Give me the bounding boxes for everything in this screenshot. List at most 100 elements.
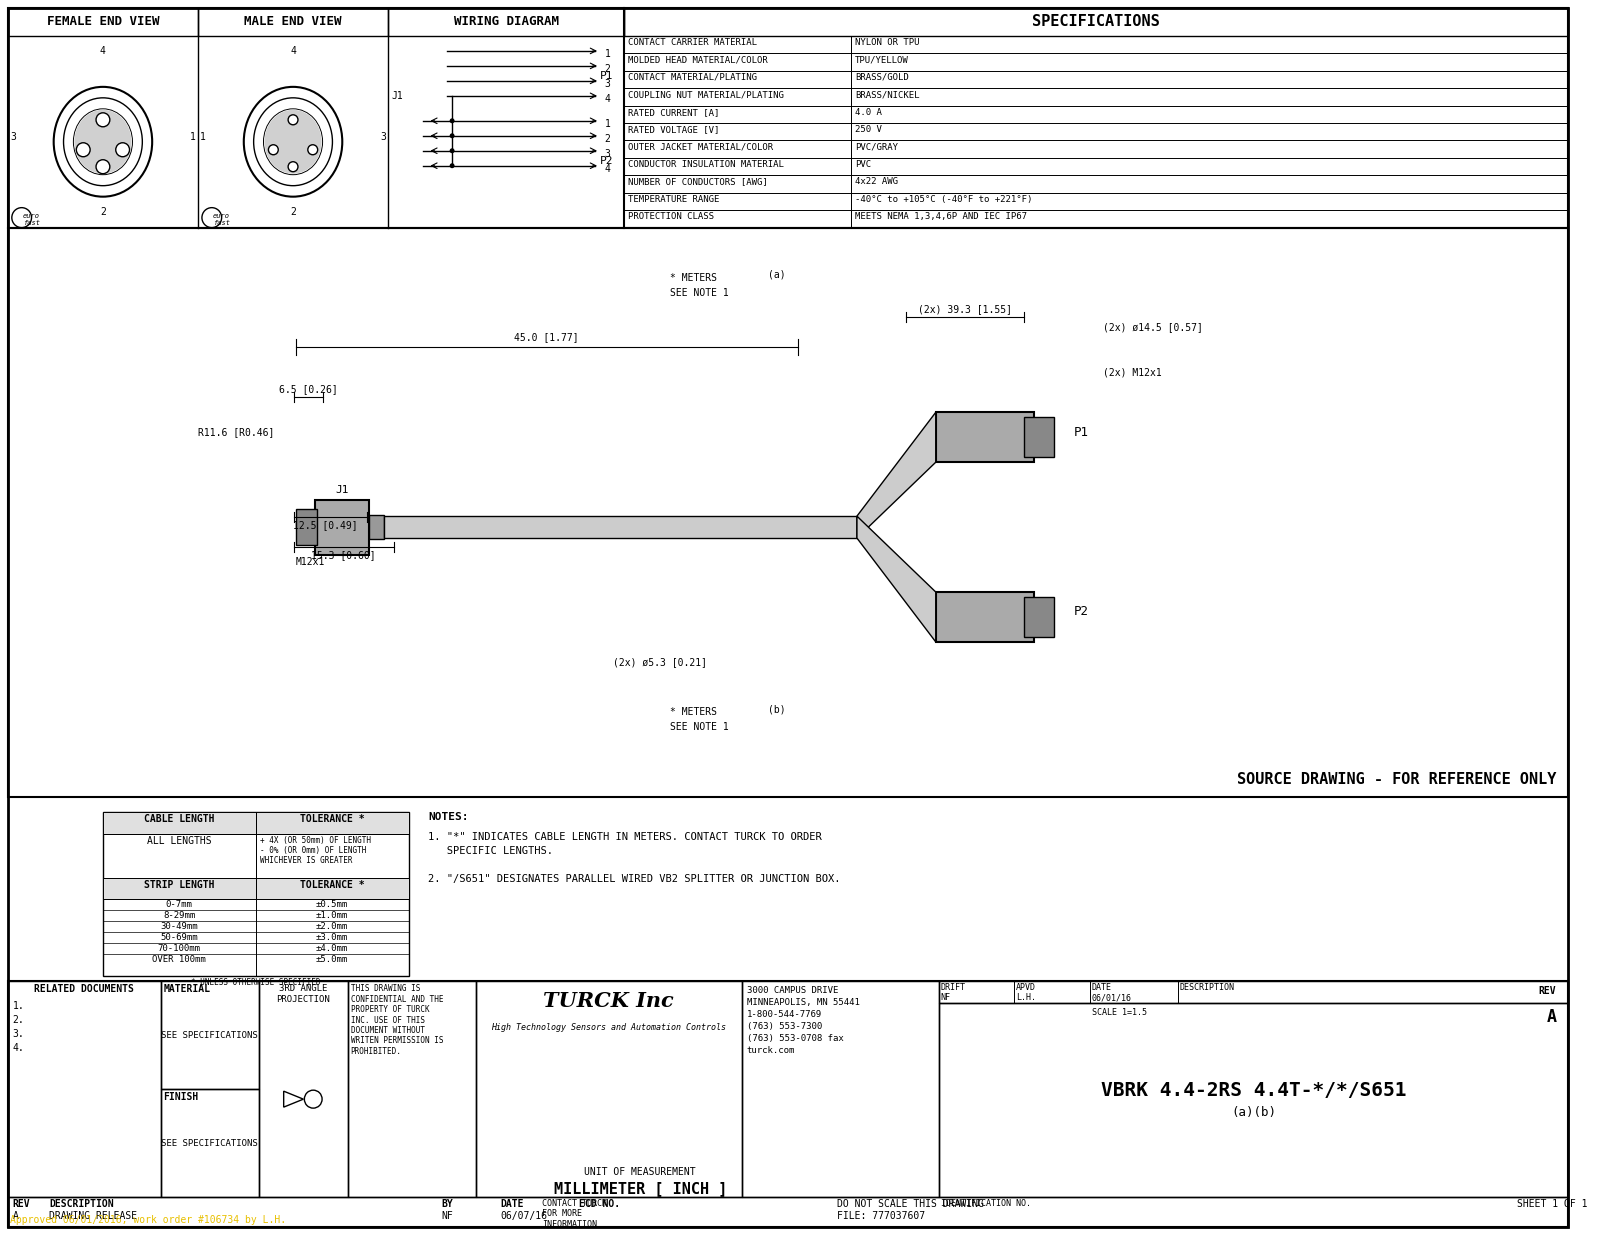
Text: 8-29mm: 8-29mm: [163, 912, 195, 920]
Text: OUTER JACKET MATERIAL/COLOR: OUTER JACKET MATERIAL/COLOR: [629, 142, 773, 151]
Text: * METERS: * METERS: [670, 272, 717, 282]
Text: euro
fast: euro fast: [22, 213, 40, 225]
Bar: [939, 1003, 1568, 1197]
Text: 3.: 3.: [13, 1029, 24, 1039]
Bar: [1024, 417, 1054, 458]
Text: TOLERANCE *: TOLERANCE *: [299, 814, 365, 824]
Text: PVC/GRAY: PVC/GRAY: [854, 142, 898, 151]
Text: 4: 4: [99, 46, 106, 56]
Text: SEE SPECIFICATIONS: SEE SPECIFICATIONS: [162, 1030, 258, 1040]
Text: REV: REV: [1539, 986, 1557, 996]
Circle shape: [77, 142, 90, 157]
Text: 70-100mm: 70-100mm: [158, 944, 200, 952]
Text: 50-69mm: 50-69mm: [160, 933, 198, 941]
Text: CONTACT TURCK
FOR MORE
INFORMATION: CONTACT TURCK FOR MORE INFORMATION: [542, 1199, 606, 1228]
Text: ±3.0mm: ±3.0mm: [315, 933, 349, 941]
Text: (2x) ø5.3 [0.21]: (2x) ø5.3 [0.21]: [613, 657, 707, 667]
Text: SHEET 1 OF 1: SHEET 1 OF 1: [1517, 1199, 1587, 1209]
Bar: [384, 516, 858, 538]
Text: ALL LENGTHS: ALL LENGTHS: [147, 835, 211, 846]
Text: OVER 100mm: OVER 100mm: [152, 955, 206, 964]
Text: (b): (b): [768, 705, 786, 715]
Bar: [742, 981, 939, 1197]
Text: FEMALE END VIEW: FEMALE END VIEW: [46, 16, 158, 28]
Circle shape: [288, 162, 298, 172]
Text: TPU/YELLOW: TPU/YELLOW: [854, 56, 909, 64]
Text: SEE NOTE 1: SEE NOTE 1: [670, 287, 728, 298]
Text: Approved 06/01/2016, work order #106734 by L.H.: Approved 06/01/2016, work order #106734 …: [10, 1215, 286, 1225]
Text: 2: 2: [605, 134, 611, 143]
Circle shape: [450, 119, 454, 124]
Text: (763) 553-0708 fax: (763) 553-0708 fax: [747, 1034, 843, 1043]
Polygon shape: [858, 412, 936, 538]
Text: RATED VOLTAGE [V]: RATED VOLTAGE [V]: [629, 125, 720, 134]
Text: ECD NO.: ECD NO.: [579, 1199, 621, 1209]
Bar: [939, 981, 1568, 1003]
Polygon shape: [858, 516, 936, 642]
Text: STRIP LENGTH: STRIP LENGTH: [144, 880, 214, 889]
Text: 4.0 A: 4.0 A: [854, 108, 882, 116]
Bar: [104, 811, 256, 834]
Text: PROTECTION CLASS: PROTECTION CLASS: [629, 213, 715, 221]
Text: MILLIMETER [ INCH ]: MILLIMETER [ INCH ]: [554, 1181, 726, 1196]
Text: VBRK 4.4-2RS 4.4T-*/*/S651: VBRK 4.4-2RS 4.4T-*/*/S651: [1101, 1081, 1406, 1100]
Bar: [104, 834, 256, 877]
Text: 1: 1: [190, 132, 195, 142]
Text: CONDUCTOR INSULATION MATERIAL: CONDUCTOR INSULATION MATERIAL: [629, 160, 784, 169]
Circle shape: [96, 160, 110, 173]
Text: 4: 4: [290, 46, 296, 56]
Text: DESCRIPTION: DESCRIPTION: [1179, 983, 1235, 992]
Bar: [256, 877, 408, 899]
Text: 3: 3: [605, 79, 611, 89]
Text: ±1.0mm: ±1.0mm: [315, 912, 349, 920]
Bar: [475, 981, 742, 1197]
Text: 3000 CAMPUS DRIVE: 3000 CAMPUS DRIVE: [747, 986, 838, 996]
Text: 3: 3: [10, 132, 16, 142]
Bar: [8, 7, 198, 36]
Text: A: A: [1546, 1008, 1557, 1027]
Text: 3: 3: [381, 132, 386, 142]
Text: (2x) 39.3 [1.55]: (2x) 39.3 [1.55]: [918, 304, 1013, 314]
Circle shape: [450, 163, 454, 168]
Text: BY: BY: [442, 1199, 453, 1209]
Text: euro
fast: euro fast: [213, 213, 230, 225]
Text: 2. "/S651" DESIGNATES PARALLEL WIRED VB2 SPLITTER OR JUNCTION BOX.: 2. "/S651" DESIGNATES PARALLEL WIRED VB2…: [429, 873, 842, 883]
Text: 06/01/16: 06/01/16: [1091, 993, 1131, 1002]
Text: M12x1: M12x1: [296, 557, 325, 567]
Text: MINNEAPOLIS, MN 55441: MINNEAPOLIS, MN 55441: [747, 998, 859, 1007]
Text: DRIFT: DRIFT: [941, 983, 966, 992]
Bar: [160, 981, 259, 1089]
Text: SPECIFIC LENGTHS.: SPECIFIC LENGTHS.: [429, 846, 554, 856]
Text: 4: 4: [605, 163, 611, 173]
Bar: [8, 981, 1568, 1227]
Text: -40°C to +105°C (-40°F to +221°F): -40°C to +105°C (-40°F to +221°F): [854, 194, 1032, 204]
Bar: [936, 593, 1034, 642]
Text: CABLE LENGTH: CABLE LENGTH: [144, 814, 214, 824]
Text: IDENTIFICATION NO.: IDENTIFICATION NO.: [941, 1199, 1030, 1209]
Text: (2x) ø14.5 [0.57]: (2x) ø14.5 [0.57]: [1104, 323, 1203, 333]
Text: 1. "*" INDICATES CABLE LENGTH IN METERS. CONTACT TURCK TO ORDER: 1. "*" INDICATES CABLE LENGTH IN METERS.…: [429, 831, 822, 841]
Text: NYLON OR TPU: NYLON OR TPU: [854, 38, 920, 47]
Text: * METERS: * METERS: [670, 706, 717, 716]
Text: 06/07/16: 06/07/16: [501, 1211, 547, 1221]
Text: SEE SPECIFICATIONS: SEE SPECIFICATIONS: [162, 1138, 258, 1148]
Text: SOURCE DRAWING - FOR REFERENCE ONLY: SOURCE DRAWING - FOR REFERENCE ONLY: [1237, 772, 1557, 787]
Text: DRAWING RELEASE: DRAWING RELEASE: [50, 1211, 138, 1221]
Text: MOLDED HEAD MATERIAL/COLOR: MOLDED HEAD MATERIAL/COLOR: [629, 56, 768, 64]
Circle shape: [307, 145, 318, 155]
Text: 4.: 4.: [13, 1043, 24, 1053]
Text: BRASS/GOLD: BRASS/GOLD: [854, 73, 909, 82]
Text: ±5.0mm: ±5.0mm: [315, 955, 349, 964]
Text: 3: 3: [605, 148, 611, 158]
Text: 30-49mm: 30-49mm: [160, 922, 198, 931]
Text: BRASS/NICKEL: BRASS/NICKEL: [854, 90, 920, 99]
Text: (763) 553-7300: (763) 553-7300: [747, 1022, 822, 1032]
Bar: [389, 7, 624, 36]
Bar: [256, 811, 408, 834]
Text: SEE NOTE 1: SEE NOTE 1: [670, 721, 728, 732]
Text: P1: P1: [1074, 426, 1088, 439]
Bar: [104, 877, 256, 899]
Text: ±2.0mm: ±2.0mm: [315, 922, 349, 931]
Text: TURCK Inc: TURCK Inc: [544, 991, 674, 1012]
Text: (a)(b): (a)(b): [1230, 1106, 1275, 1118]
